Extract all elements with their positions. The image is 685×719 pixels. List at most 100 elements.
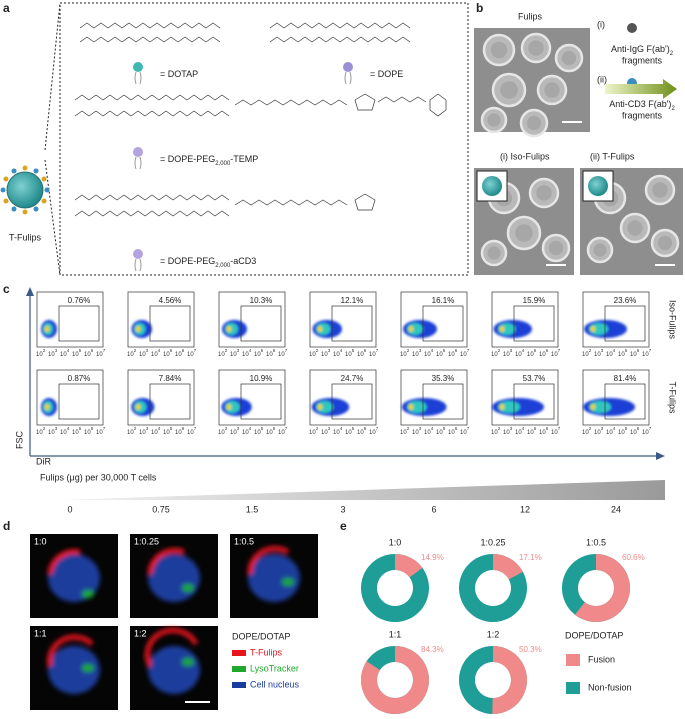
lipid-head [133, 147, 143, 157]
gate-percent: 24.7% [341, 374, 364, 383]
x-tick-label: 105 [345, 348, 355, 357]
tick-exponent: 6 [182, 348, 185, 353]
tick-exponent: 4 [249, 426, 252, 431]
gate [58, 383, 100, 420]
gate [240, 305, 282, 342]
tick-exponent: 7 [558, 348, 561, 353]
tick-base: 10 [618, 430, 625, 436]
fragment-name-main: Anti-IgG F(ab') [611, 44, 670, 54]
plot-frame [309, 369, 377, 426]
density-core [590, 404, 596, 410]
tick-base: 10 [266, 430, 273, 436]
tick-base: 10 [321, 430, 328, 436]
density [492, 398, 544, 416]
density-core [499, 404, 505, 410]
antibody [41, 176, 47, 182]
x-tick-label: 104 [60, 348, 70, 357]
dose-label: 24 [611, 504, 621, 514]
tick-base: 10 [400, 430, 407, 436]
tick-exponent: 6 [546, 426, 549, 431]
x-tick-label: 103 [503, 426, 513, 435]
tick-exponent: 7 [285, 348, 288, 353]
x-tick-label: 102 [309, 426, 319, 435]
tick-exponent: 6 [273, 348, 276, 353]
panel-letter: b [476, 1, 483, 15]
tick-base: 10 [515, 430, 522, 436]
tick-exponent: 3 [55, 348, 58, 353]
tick-base: 10 [448, 352, 455, 358]
tick-exponent: 3 [55, 426, 58, 431]
tick-base: 10 [242, 430, 249, 436]
tick-base: 10 [460, 430, 467, 436]
x-tick-label: 105 [527, 348, 537, 357]
x-tick-label: 104 [151, 348, 161, 357]
tick-base: 10 [642, 352, 649, 358]
tick-base: 10 [412, 430, 419, 436]
gate [604, 383, 646, 420]
antibody [22, 165, 28, 171]
nucleus [48, 646, 100, 694]
zoom-line [44, 159, 61, 276]
ring [354, 193, 376, 211]
tick-exponent: 5 [79, 348, 82, 353]
density [584, 320, 627, 338]
tick-exponent: 5 [170, 426, 173, 431]
fragment-name: Anti-IgG F(ab')2 [611, 44, 674, 56]
tick-exponent: 6 [455, 426, 458, 431]
x-tick-label: 105 [436, 426, 446, 435]
plot-frame [400, 291, 468, 348]
chain [234, 199, 348, 206]
tick-exponent: 6 [91, 426, 94, 431]
tick-exponent: 4 [249, 348, 252, 353]
tick-exponent: 2 [407, 426, 410, 431]
x-tick-label: 104 [333, 348, 343, 357]
legend-label: LysoTracker [250, 663, 299, 673]
tick-base: 10 [84, 352, 91, 358]
lipid-tail [344, 71, 352, 85]
fusion-label: 17.1% [519, 553, 542, 562]
tick-exponent: 4 [340, 426, 343, 431]
tick-base: 10 [96, 430, 103, 436]
density [131, 398, 155, 416]
chain [377, 96, 427, 103]
tick-exponent: 3 [328, 348, 331, 353]
tick-base: 10 [48, 352, 55, 358]
density [583, 398, 635, 416]
x-tick-label: 104 [515, 426, 525, 435]
tick-base: 10 [630, 430, 637, 436]
tick-base: 10 [369, 352, 376, 358]
x-tick-label: 105 [345, 426, 355, 435]
dose-axis-title: Fulips (μg) per 30,000 T cells [40, 472, 157, 482]
x-tick-label: 107 [642, 426, 652, 435]
tick-base: 10 [218, 430, 225, 436]
membrane-signal [147, 547, 185, 575]
density-core [590, 326, 596, 332]
tick-exponent: 3 [146, 348, 149, 353]
fusion-label: 84.3% [421, 645, 444, 654]
nucleus [248, 554, 300, 602]
x-tick-label: 105 [618, 426, 628, 435]
density-mid [225, 401, 240, 413]
x-tick-label: 103 [139, 348, 149, 357]
x-tick-label: 103 [321, 348, 331, 357]
vesicle-core [657, 235, 673, 251]
particle [6, 171, 44, 209]
x-tick-label: 106 [539, 348, 549, 357]
tick-exponent: 4 [340, 348, 343, 353]
gate-percent: 0.76% [68, 296, 91, 305]
tick-exponent: 4 [522, 348, 525, 353]
x-tick-label: 102 [400, 426, 410, 435]
legend-swatch [232, 650, 246, 656]
x-tick-label: 104 [606, 426, 616, 435]
dose-label: 1.5 [246, 504, 259, 514]
tick-exponent: 2 [316, 426, 319, 431]
fragment-name: Anti-CD3 F(ab')2 [609, 99, 675, 111]
lipid-tail [134, 156, 142, 170]
fusion-arc [360, 646, 429, 714]
cell [144, 627, 200, 694]
gate-percent: 7.84% [159, 374, 182, 383]
x-tick-label: 104 [606, 348, 616, 357]
x-tick-label: 103 [230, 426, 240, 435]
x-tick-label: 104 [60, 426, 70, 435]
